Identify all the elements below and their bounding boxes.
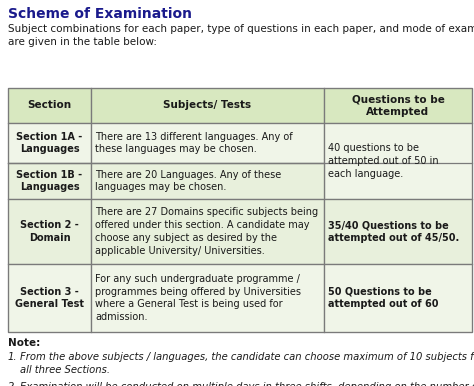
Bar (91, 264, 324, 332)
Text: Questions to be
Attempted: Questions to be Attempted (352, 94, 445, 117)
Text: Section 1B -
Languages: Section 1B - Languages (17, 169, 82, 192)
Bar (8, 88, 91, 123)
Bar (91, 199, 324, 264)
Text: Section: Section (27, 100, 72, 110)
Text: 50 Questions to be
attempted out of 60: 50 Questions to be attempted out of 60 (328, 286, 438, 310)
Text: 40 questions to be
attempted out of 50 in
each language.: 40 questions to be attempted out of 50 i… (328, 143, 438, 179)
Bar (324, 199, 472, 264)
Bar (8, 264, 91, 332)
Text: 1.: 1. (8, 352, 18, 362)
Text: There are 20 Languages. Any of these
languages may be chosen.: There are 20 Languages. Any of these lan… (95, 169, 281, 192)
Bar (8, 123, 91, 163)
Text: Section 2 -
Domain: Section 2 - Domain (20, 220, 79, 243)
Text: Section 3 -
General Test: Section 3 - General Test (15, 286, 84, 310)
Text: Subjects/ Tests: Subjects/ Tests (164, 100, 252, 110)
Text: Scheme of Examination: Scheme of Examination (8, 7, 192, 21)
Text: Note:: Note: (8, 338, 40, 348)
Bar (8, 163, 91, 199)
Bar (8, 88, 472, 332)
Text: Section 1A -
Languages: Section 1A - Languages (17, 132, 82, 154)
Bar (91, 163, 324, 199)
Text: 2.: 2. (8, 382, 18, 386)
Text: There are 13 different languages. Any of
these languages may be chosen.: There are 13 different languages. Any of… (95, 132, 292, 154)
Text: 35/40 Questions to be
attempted out of 45/50.: 35/40 Questions to be attempted out of 4… (328, 220, 459, 243)
Text: For any such undergraduate programme /
programmes being offered by Universities
: For any such undergraduate programme / p… (95, 274, 301, 322)
Text: From the above subjects / languages, the candidate can choose maximum of 10 subj: From the above subjects / languages, the… (20, 352, 474, 375)
Bar (91, 123, 324, 163)
Bar (324, 123, 472, 199)
Bar (324, 88, 472, 123)
Bar (91, 88, 324, 123)
Bar (324, 264, 472, 332)
Text: Examination will be conducted on multiple days in three shifts, depending on the: Examination will be conducted on multipl… (20, 382, 474, 386)
Text: There are 27 Domains specific subjects being
offered under this section. A candi: There are 27 Domains specific subjects b… (95, 207, 318, 256)
Bar (8, 199, 91, 264)
Text: Subject combinations for each paper, type of questions in each paper, and mode o: Subject combinations for each paper, typ… (8, 24, 474, 47)
